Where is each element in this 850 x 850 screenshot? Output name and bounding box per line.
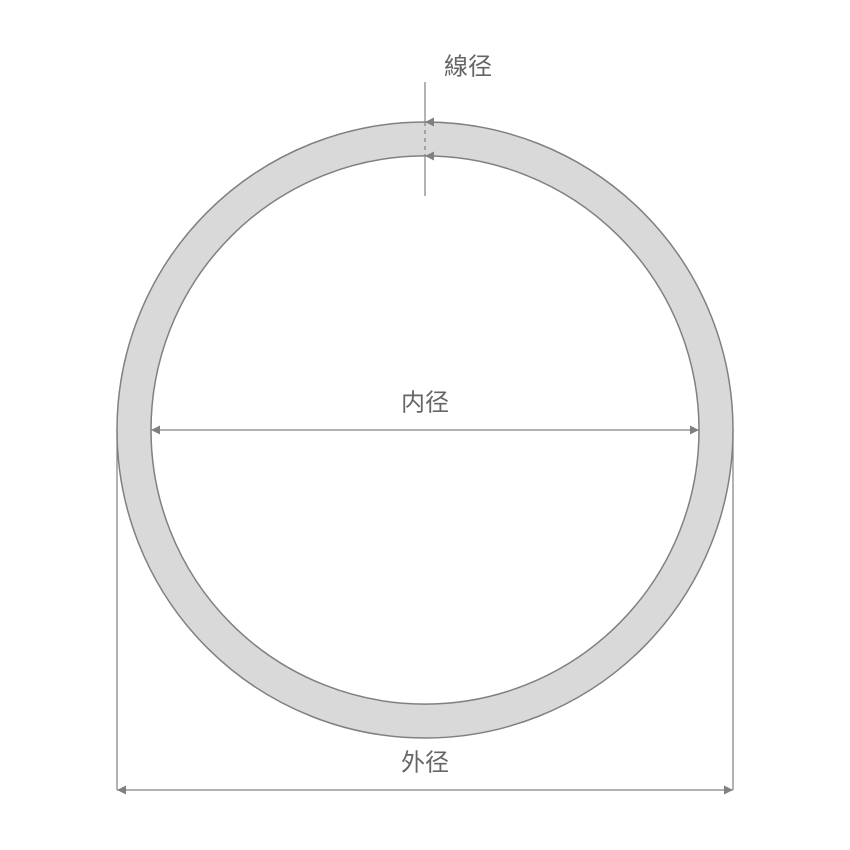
outer-diameter-label: 外径 xyxy=(401,749,449,776)
inner-diameter-label: 内径 xyxy=(401,389,449,416)
wire-diameter-label: 線径 xyxy=(444,53,492,80)
ring-dimension-diagram: 内径外径 線径 xyxy=(0,0,850,850)
